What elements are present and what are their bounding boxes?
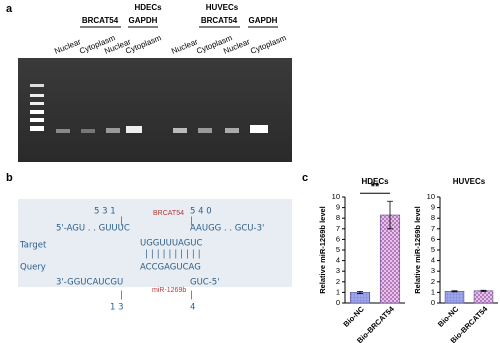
y-tick-label: 1 xyxy=(431,287,435,296)
gene-label: BRCAT54 xyxy=(201,16,238,25)
y-tick-label: 10 xyxy=(332,192,340,201)
significance-label: ** xyxy=(371,181,380,193)
gene-label: BRCAT54 xyxy=(82,16,119,25)
tick: | xyxy=(120,291,123,301)
panel-label: a xyxy=(6,3,13,15)
y-tick-label: 8 xyxy=(431,213,435,222)
y-tick-label: 1 xyxy=(336,287,340,296)
y-tick-label: 2 xyxy=(431,277,435,286)
row-label: Query xyxy=(20,263,46,273)
panel-label: c xyxy=(302,172,308,184)
lane-label: Nuclear xyxy=(170,37,199,56)
chart-title: HDECs xyxy=(361,177,389,186)
error-bar xyxy=(451,290,458,293)
query-name: miR-1269b xyxy=(152,287,186,294)
y-axis-label: Relative miR-1269b level xyxy=(413,206,422,294)
error-bar xyxy=(480,289,487,292)
y-tick-label: 0 xyxy=(336,298,340,307)
tick: | xyxy=(190,217,193,227)
error-bar xyxy=(387,200,393,230)
y-tick-label: 10 xyxy=(427,192,435,201)
y-tick-label: 3 xyxy=(431,266,435,275)
y-tick-label: 7 xyxy=(336,224,340,233)
cell-label: HUVECs xyxy=(206,3,239,12)
y-tick-label: 9 xyxy=(431,203,435,212)
y-tick-label: 0 xyxy=(431,298,435,307)
error-bar xyxy=(357,290,363,294)
pairs: |||||||||| xyxy=(145,250,204,260)
target-name: BRCAT54 xyxy=(153,210,184,217)
query-mid: ACCGAGUCAG xyxy=(140,263,201,273)
target-right: AAUGG . . GCU-3' xyxy=(190,224,264,234)
y-tick-label: 5 xyxy=(431,245,435,254)
position: 5 4 0 xyxy=(190,207,212,217)
bar xyxy=(349,292,371,304)
tick: | xyxy=(120,217,123,227)
y-tick-label: 3 xyxy=(336,266,340,275)
x-tick-label: Bio-NC xyxy=(436,304,461,329)
bar xyxy=(473,290,494,304)
y-tick-label: 6 xyxy=(431,234,435,243)
lane-label: Cytoplasm xyxy=(249,33,288,56)
target-mid: UGGUUUAGUC xyxy=(140,239,203,249)
tick: | xyxy=(190,291,193,301)
gel-image xyxy=(18,58,292,162)
query-right: GUC-5' xyxy=(190,278,220,288)
panel-label: b xyxy=(6,172,13,184)
y-tick-label: 5 xyxy=(336,245,340,254)
row-label: Target xyxy=(19,241,47,251)
position: 4 xyxy=(190,303,195,313)
y-tick-label: 9 xyxy=(336,203,340,212)
cell-label: HDECs xyxy=(134,3,162,12)
x-tick-label: Bio-NC xyxy=(341,304,366,329)
y-tick-label: 4 xyxy=(431,256,435,265)
position: 1 3 xyxy=(110,303,124,313)
y-axis-label: Relative miR-1269b level xyxy=(318,206,327,294)
lane-label: Nuclear xyxy=(53,37,82,56)
y-tick-label: 2 xyxy=(336,277,340,286)
alignment-box xyxy=(18,199,292,287)
y-tick-label: 6 xyxy=(336,234,340,243)
chart-title: HUVECs xyxy=(453,177,486,186)
gel-bands xyxy=(30,84,268,133)
y-tick-label: 8 xyxy=(336,213,340,222)
query-left: 3'-GGUCAUCGU xyxy=(56,278,123,288)
position: 5 3 1 xyxy=(94,207,116,217)
y-tick-label: 7 xyxy=(431,224,435,233)
target-left: 5'-AGU . . GUUUC xyxy=(56,224,130,234)
gene-label: GAPDH xyxy=(129,16,158,25)
bar xyxy=(444,291,465,304)
gene-label: GAPDH xyxy=(249,16,278,25)
lane-label: Cytoplasm xyxy=(124,33,163,56)
y-tick-label: 4 xyxy=(336,256,340,265)
